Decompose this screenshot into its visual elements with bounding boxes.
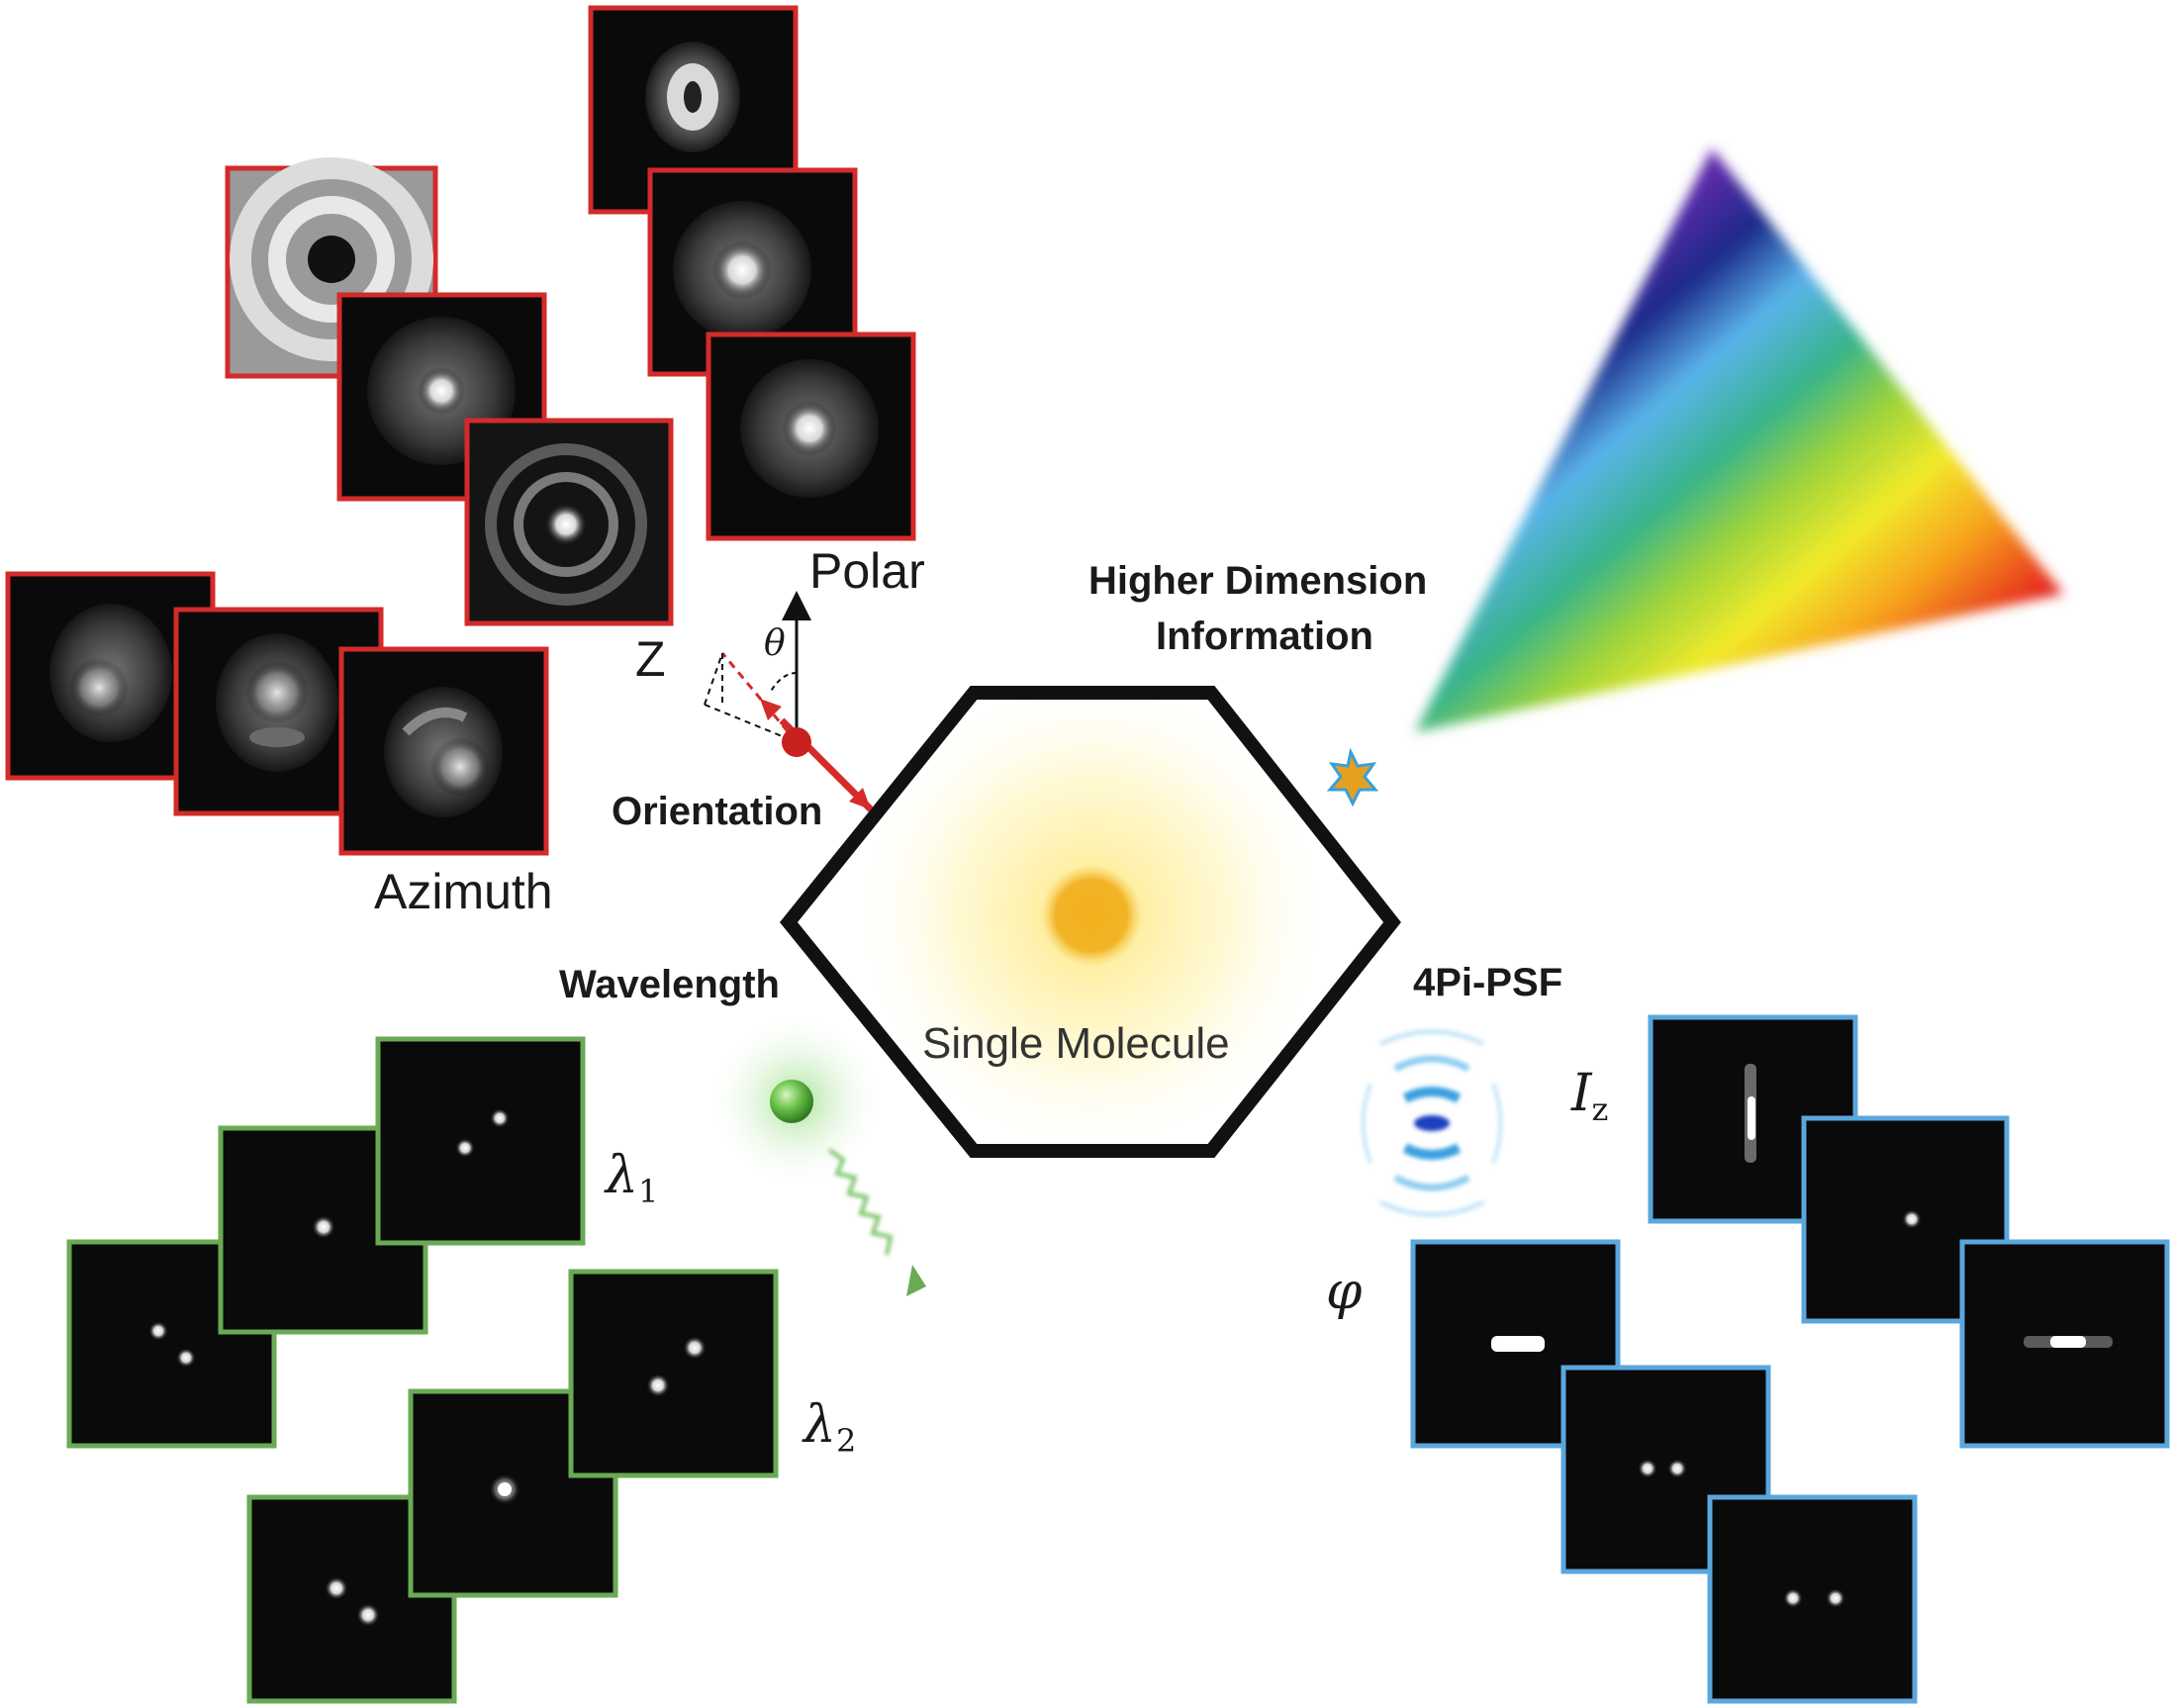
lambda2-label: λ2 xyxy=(803,1395,857,1460)
lambda2-psf-stack xyxy=(246,1269,779,1704)
iz-label: Iz xyxy=(1571,1064,1609,1128)
wavelength-title: Wavelength xyxy=(559,963,780,1006)
psf-tile xyxy=(1410,1239,1621,1449)
green-emitter-ball-icon xyxy=(770,1080,813,1123)
orientation-title: Orientation xyxy=(612,790,823,833)
multicolor-star-icon xyxy=(1326,747,1379,807)
single-molecule-hexagon xyxy=(780,686,1401,1158)
higher-dimension-title-line2: Information xyxy=(1156,615,1373,658)
phi-label: φ xyxy=(1326,1262,1363,1321)
4pi-interference-icon xyxy=(1361,1029,1503,1217)
lambda1-label: λ1 xyxy=(606,1146,659,1210)
higher-dimension-title-line1: Higher Dimension xyxy=(1088,559,1428,603)
dipole-molecule-icon xyxy=(782,727,811,757)
single-molecule-label: Single Molecule xyxy=(922,1019,1230,1068)
phi-psf-stack xyxy=(1410,1239,1918,1704)
psf-tile xyxy=(706,332,916,541)
theta-label: θ xyxy=(764,623,786,664)
polar-label: Polar xyxy=(809,543,925,599)
psf-tile xyxy=(464,418,674,626)
photon-wave-icon xyxy=(827,1148,894,1256)
azimuth-label: Azimuth xyxy=(374,864,553,919)
polar-psf-stack xyxy=(588,5,916,541)
iz-psf-stack xyxy=(1648,1014,2170,1449)
z-axis-label: Z xyxy=(635,631,666,687)
psf-tile xyxy=(338,646,549,856)
psf-tile xyxy=(1959,1239,2170,1449)
psf-tile xyxy=(1707,1494,1918,1704)
psf-tile xyxy=(568,1269,779,1478)
molecule-core xyxy=(1040,864,1143,967)
psf-tile xyxy=(375,1036,586,1246)
mixed-psf-stack xyxy=(225,157,674,626)
psf-tile xyxy=(225,157,438,379)
lambda1-psf-stack xyxy=(66,1036,586,1449)
azimuth-psf-stack xyxy=(5,571,549,856)
4pi-psf-title: 4Pi-PSF xyxy=(1413,961,1563,1004)
orientation-axes-diagram xyxy=(704,591,874,812)
rainbow-spectrum-cone xyxy=(1415,148,2063,732)
